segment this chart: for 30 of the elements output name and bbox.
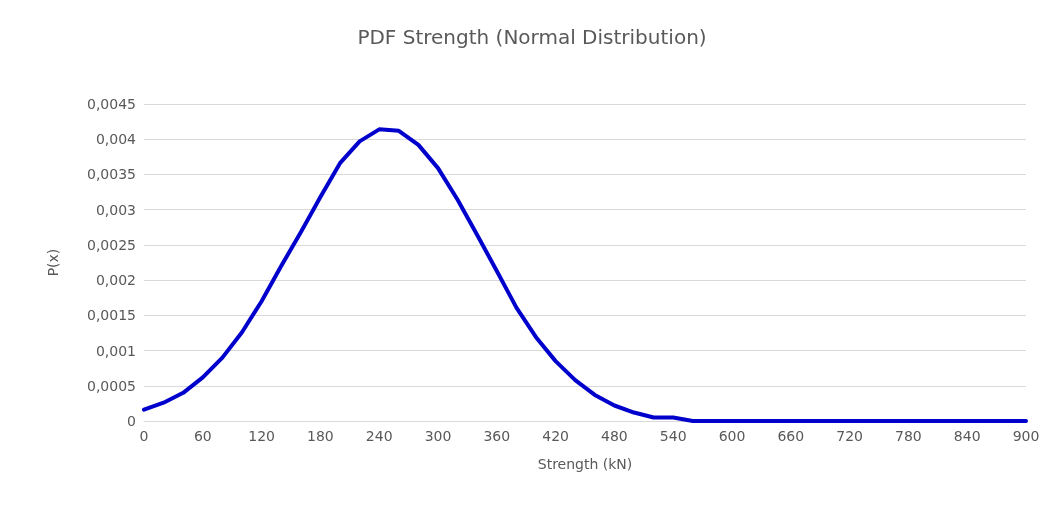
y-tick-label: 0,002 <box>95 272 136 289</box>
y-tick-label: 0,0045 <box>87 96 136 112</box>
y-tick-label: 0,001 <box>95 342 136 359</box>
y-tick-label: 0 <box>127 413 136 429</box>
x-tick-label: 360 <box>483 428 511 444</box>
x-tick-label: 60 <box>193 428 212 444</box>
x-tick-label: 660 <box>777 428 805 444</box>
y-tick-label: 0,0005 <box>87 377 136 394</box>
y-tick-label: 0,0025 <box>87 236 136 253</box>
y-tick-label: 0,0035 <box>87 166 136 183</box>
x-tick-label: 180 <box>307 428 334 444</box>
y-tick-label: 0,0015 <box>87 307 136 324</box>
y-axis-title: P(x) <box>45 248 61 277</box>
y-tick-label: 0,003 <box>95 201 136 218</box>
x-tick-label: 240 <box>365 428 393 444</box>
y-tick-label: 0,004 <box>95 131 137 148</box>
chart-title: PDF Strength (Normal Distribution) <box>357 25 707 49</box>
x-tick-label: 420 <box>542 428 569 444</box>
x-tick-label: 120 <box>248 428 275 444</box>
x-tick-label: 720 <box>836 428 863 444</box>
x-tick-label: 780 <box>895 428 922 444</box>
x-tick-label: 480 <box>601 428 628 444</box>
x-tick-label: 0 <box>139 428 149 444</box>
x-axis-title: Strength (kN) <box>537 456 633 472</box>
x-tick-label: 900 <box>1012 428 1040 444</box>
x-tick-label: 300 <box>424 428 452 444</box>
line-series <box>142 127 1028 423</box>
x-tick-label: 840 <box>953 428 981 444</box>
x-tick-label: 540 <box>659 428 687 444</box>
x-tick-label: 600 <box>718 428 746 444</box>
